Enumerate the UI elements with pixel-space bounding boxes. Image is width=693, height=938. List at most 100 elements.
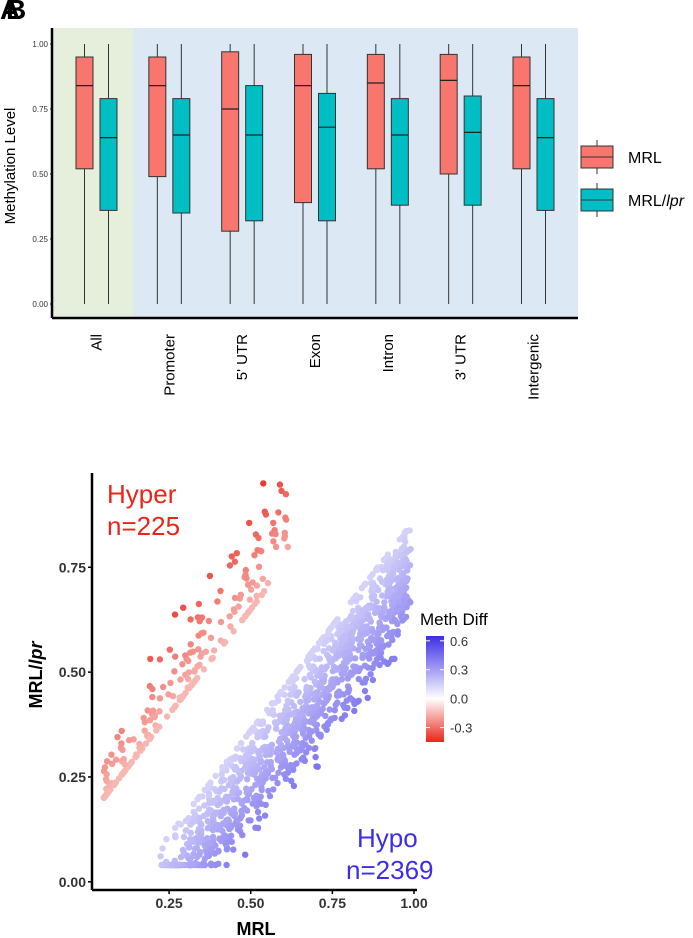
hyper-point bbox=[247, 586, 255, 593]
hypo-point bbox=[290, 673, 297, 680]
hypo-point bbox=[373, 565, 381, 572]
hyper-point bbox=[177, 676, 184, 683]
hypo-point bbox=[347, 695, 354, 702]
hypo-point bbox=[288, 777, 295, 785]
hypo-point bbox=[316, 655, 323, 662]
hypo-point bbox=[307, 718, 314, 725]
hypo-point bbox=[321, 700, 328, 707]
hyper-point bbox=[228, 553, 235, 560]
hypo-point bbox=[273, 749, 280, 756]
hypo-point bbox=[244, 752, 251, 759]
hypo-point bbox=[357, 594, 364, 601]
boxplot-y-tick-label: 0.50 bbox=[32, 170, 48, 179]
hypo-point bbox=[240, 756, 247, 763]
hyper-point bbox=[188, 682, 195, 689]
hypo-point bbox=[205, 790, 212, 797]
hypo-label-line1: Hypo bbox=[357, 823, 418, 853]
hypo-point bbox=[253, 792, 260, 799]
hypo-point bbox=[311, 715, 318, 722]
hyper-point bbox=[185, 657, 192, 665]
hyper-point bbox=[254, 547, 261, 554]
hypo-point bbox=[314, 763, 321, 770]
hypo-point bbox=[239, 746, 247, 753]
hypo-point bbox=[223, 861, 230, 869]
hypo-point bbox=[331, 707, 338, 714]
box-mrl-lpr bbox=[245, 85, 264, 222]
hypo-point bbox=[290, 740, 297, 747]
hypo-point bbox=[210, 837, 217, 844]
hypo-point bbox=[323, 726, 330, 733]
hypo-point bbox=[377, 649, 385, 657]
hypo-point bbox=[222, 841, 230, 848]
hyper-point bbox=[226, 613, 233, 620]
hypo-point bbox=[305, 694, 312, 701]
hyper-point bbox=[103, 758, 111, 765]
hypo-point bbox=[366, 574, 374, 581]
boxplot-y-tick-label: 0.25 bbox=[32, 235, 48, 244]
hypo-point bbox=[241, 764, 249, 771]
hypo-point bbox=[407, 599, 414, 606]
scatter-y-tick-label: 0.50 bbox=[59, 664, 86, 680]
hyper-point bbox=[122, 766, 129, 774]
boxplot-y-ticks: 0.00 0.25 0.50 0.75 1.00 bbox=[32, 40, 52, 309]
hypo-point bbox=[231, 805, 238, 812]
hypo-point bbox=[355, 675, 362, 683]
hypo-point bbox=[326, 706, 333, 713]
hypo-point bbox=[376, 619, 383, 626]
hypo-point bbox=[306, 651, 314, 658]
hypo-point bbox=[354, 607, 361, 614]
hyper-point bbox=[133, 751, 140, 758]
hyper-point bbox=[282, 491, 290, 498]
hyper-point bbox=[217, 587, 224, 595]
hypo-point bbox=[334, 692, 341, 699]
hypo-point bbox=[315, 731, 322, 738]
hypo-point bbox=[200, 812, 208, 820]
hypo-point bbox=[262, 801, 269, 809]
boxplot-x-tick-labels: All Promoter 5' UTR Exon Intron 3' UTR Interge… bbox=[89, 334, 543, 400]
hypo-point bbox=[230, 846, 237, 853]
hypo-point bbox=[215, 860, 222, 867]
hyper-point bbox=[118, 727, 125, 735]
hypo-point bbox=[234, 790, 241, 797]
hyper-point bbox=[149, 707, 157, 714]
hypo-point bbox=[243, 733, 250, 740]
hyper-point bbox=[118, 740, 125, 747]
hypo-point bbox=[407, 545, 414, 553]
box-mrl-lpr bbox=[318, 92, 336, 222]
hypo-point bbox=[301, 675, 308, 683]
hyper-point bbox=[136, 744, 143, 751]
hypo-point bbox=[390, 570, 397, 578]
hypo-point bbox=[379, 592, 386, 599]
hypo-point bbox=[364, 694, 371, 702]
hypo-point bbox=[162, 861, 170, 869]
hyper-point bbox=[261, 508, 268, 515]
hyper-point bbox=[270, 519, 277, 527]
scatter-x-tick-label: 0.25 bbox=[155, 895, 182, 911]
hyper-point bbox=[236, 595, 243, 602]
hyper-point bbox=[270, 538, 277, 545]
hypo-point bbox=[177, 854, 185, 861]
hyper-point bbox=[146, 735, 154, 742]
hypo-point bbox=[219, 797, 227, 804]
hypo-point bbox=[198, 827, 205, 834]
boxplot-boxes bbox=[75, 44, 555, 304]
hyper-point bbox=[252, 531, 260, 538]
hypo-point bbox=[183, 827, 190, 834]
hypo-point bbox=[185, 844, 193, 851]
hypo-point bbox=[308, 728, 316, 735]
hypo-point bbox=[299, 730, 307, 737]
hyper-point bbox=[275, 509, 282, 516]
hyper-point bbox=[258, 591, 265, 599]
hyper-point bbox=[167, 679, 174, 687]
hypo-point bbox=[249, 739, 256, 747]
hyper-point bbox=[214, 598, 221, 605]
hyper-point bbox=[260, 480, 267, 487]
scatter-y-tick-label: 0.00 bbox=[59, 874, 86, 890]
hyper-point bbox=[149, 693, 156, 701]
hypo-point bbox=[261, 812, 269, 819]
boxplot-x-tick-label: Promoter bbox=[161, 334, 178, 396]
hypo-point bbox=[363, 629, 371, 637]
hyper-point bbox=[166, 646, 173, 653]
legend-label: MRL/lpr bbox=[628, 193, 685, 210]
boxplot-x-tick-label: Intergenic bbox=[526, 334, 543, 400]
